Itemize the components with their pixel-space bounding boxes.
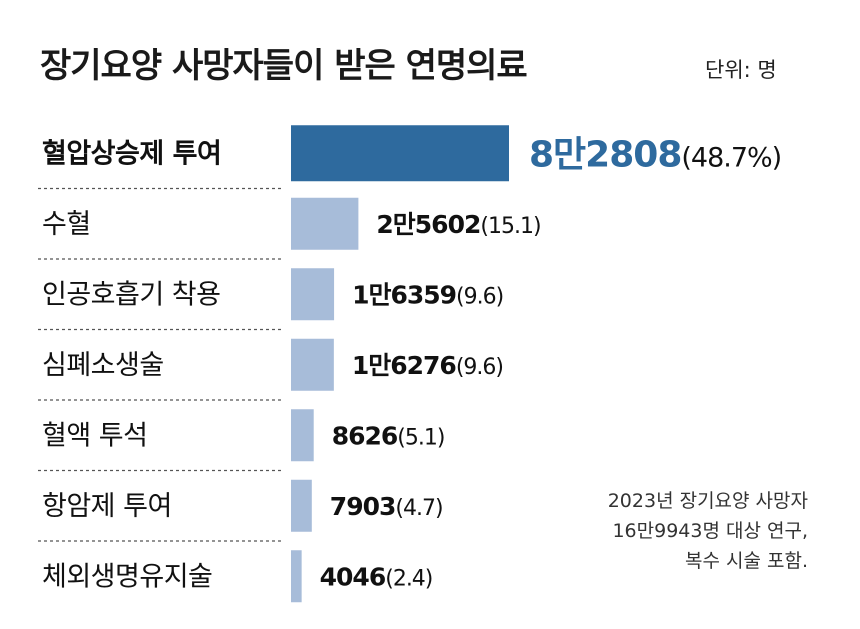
bar bbox=[291, 550, 302, 603]
value-label: 1만6359(9.6) bbox=[352, 280, 503, 309]
bar bbox=[291, 479, 312, 532]
bar bbox=[291, 197, 359, 250]
percent-label: (4.7) bbox=[395, 496, 442, 521]
value-label: 8626(5.1) bbox=[332, 421, 445, 450]
chart-title: 장기요양 사망자들이 받은 연명의료 bbox=[40, 46, 528, 86]
value-label: 7903(4.7) bbox=[330, 492, 443, 521]
value-label: 2만5602(15.1) bbox=[376, 210, 540, 239]
category-label: 심폐소생술 bbox=[42, 350, 164, 381]
percent-label: (48.7%) bbox=[681, 142, 781, 173]
footnote-line-1: 2023년 장기요양 사망자 bbox=[607, 490, 808, 512]
value-number: 8만2808 bbox=[529, 134, 681, 175]
category-label: 인공호흡기 착용 bbox=[42, 279, 220, 310]
value-number: 4046 bbox=[320, 562, 386, 591]
category-label: 체외생명유지술 bbox=[42, 561, 212, 592]
percent-label: (5.1) bbox=[397, 425, 444, 450]
percent-label: (9.6) bbox=[456, 355, 503, 380]
category-label: 항암제 투여 bbox=[42, 491, 172, 522]
value-number: 7903 bbox=[330, 492, 396, 521]
percent-label: (15.1) bbox=[480, 214, 540, 239]
value-label: 4046(2.4) bbox=[320, 562, 433, 591]
footnote-line-2: 16만9943명 대상 연구, bbox=[612, 520, 808, 542]
value-number: 2만5602 bbox=[376, 210, 480, 239]
value-number: 1만6359 bbox=[352, 280, 456, 309]
bar bbox=[291, 268, 335, 321]
percent-label: (9.6) bbox=[456, 284, 503, 309]
bar bbox=[291, 409, 314, 462]
footnote-line-3: 복수 시술 포함. bbox=[685, 550, 808, 572]
category-label: 혈압상승제 투여 bbox=[42, 138, 221, 169]
unit-label: 단위: 명 bbox=[705, 58, 777, 82]
value-number: 8626 bbox=[332, 421, 398, 450]
category-label: 혈액 투석 bbox=[42, 420, 147, 451]
value-number: 1만6276 bbox=[352, 351, 457, 380]
value-label: 8만2808(48.7%) bbox=[529, 134, 781, 175]
category-label: 수혈 bbox=[42, 209, 91, 240]
bar bbox=[291, 338, 334, 391]
bar bbox=[291, 125, 509, 182]
percent-label: (2.4) bbox=[385, 566, 432, 591]
value-label: 1만6276(9.6) bbox=[352, 351, 503, 380]
